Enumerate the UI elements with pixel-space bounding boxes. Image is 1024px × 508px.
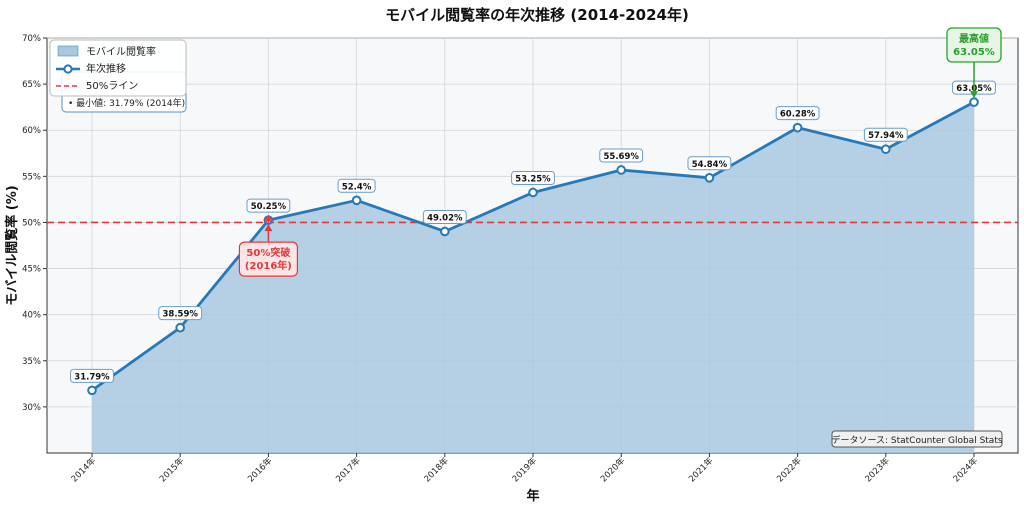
y-axis-label: モバイル閲覧率 (%) [4,185,20,305]
legend-line-marker [63,64,73,74]
x-tick-label: 2023年 [863,455,892,484]
data-label-box [511,170,555,185]
x-tick-label: 2018年 [422,455,451,484]
data-label-box [599,148,644,163]
legend: モバイル閲覧率 年次推移 50%ライン [49,39,187,97]
y-tick-label: 55% [22,172,41,182]
data-label: 53.25% [515,174,551,184]
data-point [704,173,715,183]
data-label: 60.28% [780,110,816,120]
data-point [175,322,185,333]
data-point [351,195,362,206]
max-callout-arrowhead [970,91,978,99]
data-point [528,187,538,198]
y-tick-label: 45% [22,265,41,275]
x-tick-label: 2016年 [245,455,274,484]
data-label: 52.4% [342,182,372,192]
data-label: 54.84% [692,160,728,170]
x-tick-label: 2022年 [775,455,804,484]
y-tick-labels: 30% 35% 40% 45% 50% 55% 60% 65% 70% [22,34,47,413]
data-label-box [337,178,376,193]
data-label-box [687,156,732,171]
data-label: 55.69% [603,152,639,162]
legend-reference-label: 50%ライン [86,80,138,92]
area-fill [92,102,974,453]
data-point [263,215,274,225]
area-fill-path [92,102,974,453]
data-point [440,226,450,237]
data-point [969,97,979,107]
x-tick-label: 2024年 [951,455,980,484]
x-tick-label: 2015年 [157,455,186,484]
x-axis-label: 年 [526,488,539,504]
break-callout-text: (2016年) [245,259,292,272]
data-label-box [775,106,820,121]
data-labels: 31.79% 38.59% 50.25% 52.4% 49.02% 53.25% 55.69… [70,80,996,383]
data-label-box [70,368,114,383]
data-label-box [246,198,291,213]
x-tick-label: 2019年 [510,455,539,484]
annotations: 最高値 63.05% ✱ 50%突破(2016年) [238,27,1002,277]
max-callout-text: 63.05% [953,47,995,58]
data-label-box [158,306,203,321]
data-label-box [863,127,908,142]
y-tick-label: 70% [22,34,41,44]
x-tick-labels: 2014年 2015年 2016年 2017年 2018年 2019年 2020年 2021年… [69,453,980,484]
data-label: 38.59% [162,310,198,320]
y-tick-label: 40% [22,311,41,321]
y-tick-label: 35% [22,357,41,367]
data-points [87,97,979,396]
break-star-icon: ✱ [263,213,273,227]
data-point [616,165,627,175]
break-callout-box [238,241,298,277]
source-box: データソース: StatCounter Global Stats [831,430,1003,448]
data-label: 31.79% [74,372,110,382]
data-label: 50.25% [251,202,287,212]
max-callout-text: 最高値 [959,32,989,45]
break-callout-text: 50%突破 [246,246,290,259]
stats-min-text: • 最小値: 31.79% (2014年) [68,97,185,109]
legend-area-swatch [57,45,79,57]
x-tick-label: 2021年 [686,455,715,484]
legend-series-label: 年次推移 [86,62,126,75]
chart-title: モバイル閲覧率の年次推移 (2014-2024年) [385,6,689,24]
source-text: データソース: StatCounter Global Stats [831,434,1002,446]
data-label-box [422,209,467,224]
data-label: 49.02% [427,213,463,223]
y-tick-label: 65% [22,80,41,90]
data-point [881,144,891,155]
y-tick-label: 30% [22,403,41,413]
y-tick-label: 60% [22,126,41,136]
data-label: 57.94% [868,131,904,141]
x-tick-label: 2014年 [69,455,98,484]
break-callout-arrowhead [264,224,273,232]
legend-area-label: モバイル閲覧率 [86,45,156,58]
data-point [87,385,97,396]
x-tick-label: 2017年 [334,455,363,484]
y-tick-label: 50% [22,218,41,228]
x-tick-label: 2020年 [598,455,627,484]
data-point [792,122,803,133]
